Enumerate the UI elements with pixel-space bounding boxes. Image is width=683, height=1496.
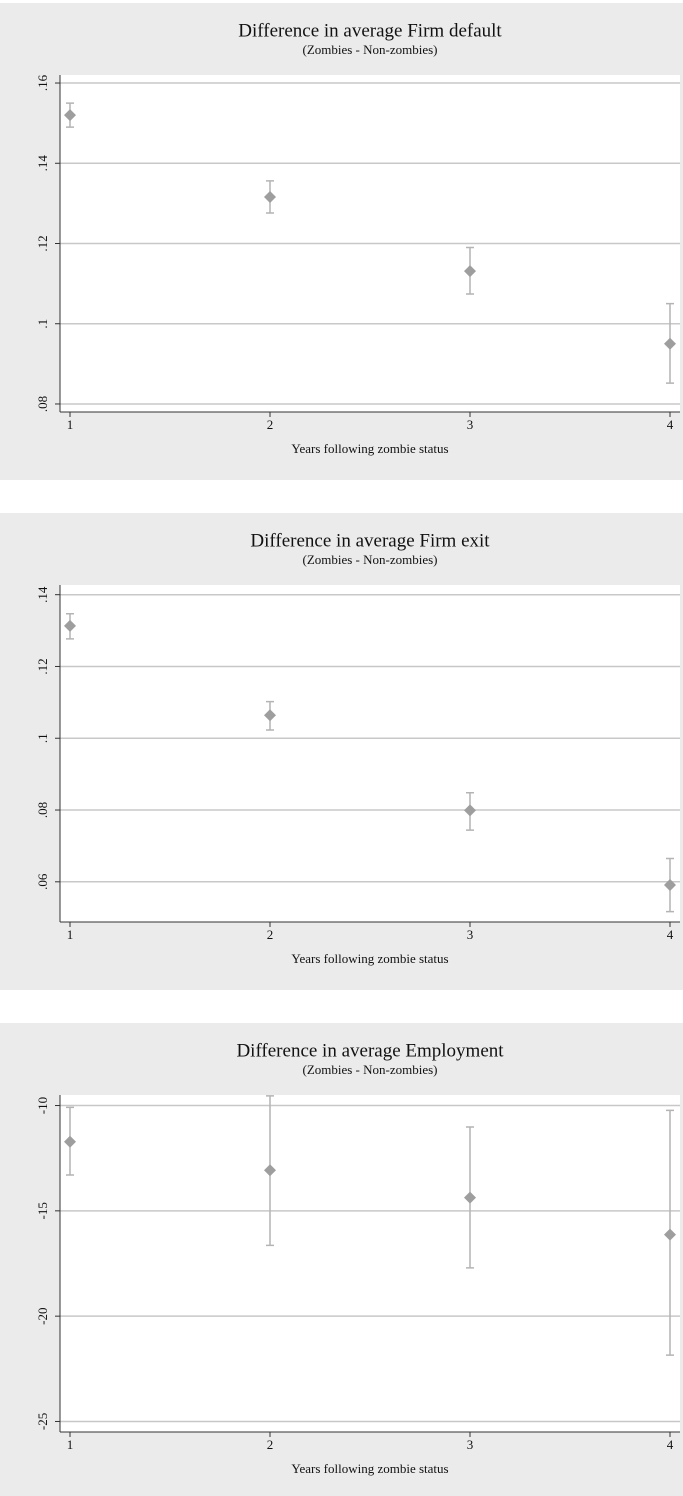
x-axis-label: Years following zombie status [291, 1461, 448, 1476]
x-tick-label: 3 [467, 417, 474, 432]
x-tick-label: 2 [267, 927, 274, 942]
marker [664, 879, 676, 892]
chart-title: Difference in average Firm exit [250, 530, 490, 551]
y-tick-label: .08 [35, 802, 50, 818]
marker [64, 1135, 76, 1148]
x-tick-label: 4 [667, 927, 674, 942]
y-tick-label: .06 [35, 873, 50, 890]
marker [264, 709, 276, 722]
x-tick-label: 1 [67, 1437, 74, 1452]
y-tick-label: -25 [35, 1413, 50, 1430]
marker [464, 1191, 476, 1204]
chart-subtitle: (Zombies - Non-zombies) [302, 1062, 437, 1077]
marker [664, 337, 676, 350]
chart-title: Difference in average Firm default [238, 20, 502, 41]
x-tick-label: 3 [467, 1437, 474, 1452]
x-tick-label: 2 [267, 1437, 274, 1452]
y-tick-label: .12 [35, 235, 50, 251]
x-tick-label: 2 [267, 417, 274, 432]
marker [464, 265, 476, 278]
marker [64, 109, 76, 122]
y-tick-label: .1 [35, 733, 50, 743]
x-tick-label: 3 [467, 927, 474, 942]
x-tick-label: 4 [667, 417, 674, 432]
x-tick-label: 1 [67, 417, 74, 432]
x-tick-label: 1 [67, 927, 74, 942]
marker [64, 619, 76, 632]
x-axis-label: Years following zombie status [291, 441, 448, 456]
x-tick-label: 4 [667, 1437, 674, 1452]
y-tick-label: -15 [35, 1202, 50, 1219]
y-tick-label: .12 [35, 658, 50, 674]
chart-subtitle: (Zombies - Non-zombies) [302, 552, 437, 567]
marker [264, 1164, 276, 1177]
plot-area [60, 1095, 680, 1432]
x-axis-label: Years following zombie status [291, 951, 448, 966]
marker [664, 1228, 676, 1241]
panel: Difference in average Employment(Zombies… [0, 1023, 683, 1496]
y-tick-label: -10 [35, 1097, 50, 1114]
y-tick-label: .1 [35, 319, 50, 329]
chart-subtitle: (Zombies - Non-zombies) [302, 42, 437, 57]
y-tick-label: .16 [35, 74, 50, 91]
y-tick-label: .14 [35, 155, 50, 172]
marker [264, 190, 276, 203]
y-tick-label: .14 [35, 586, 50, 603]
y-tick-label: -20 [35, 1307, 50, 1324]
panel: Difference in average Firm default(Zombi… [0, 3, 683, 480]
y-tick-label: .08 [35, 396, 50, 412]
plot-area [60, 585, 680, 922]
panel: Difference in average Firm exit(Zombies … [0, 513, 683, 990]
marker [464, 804, 476, 817]
chart-title: Difference in average Employment [236, 1040, 504, 1061]
